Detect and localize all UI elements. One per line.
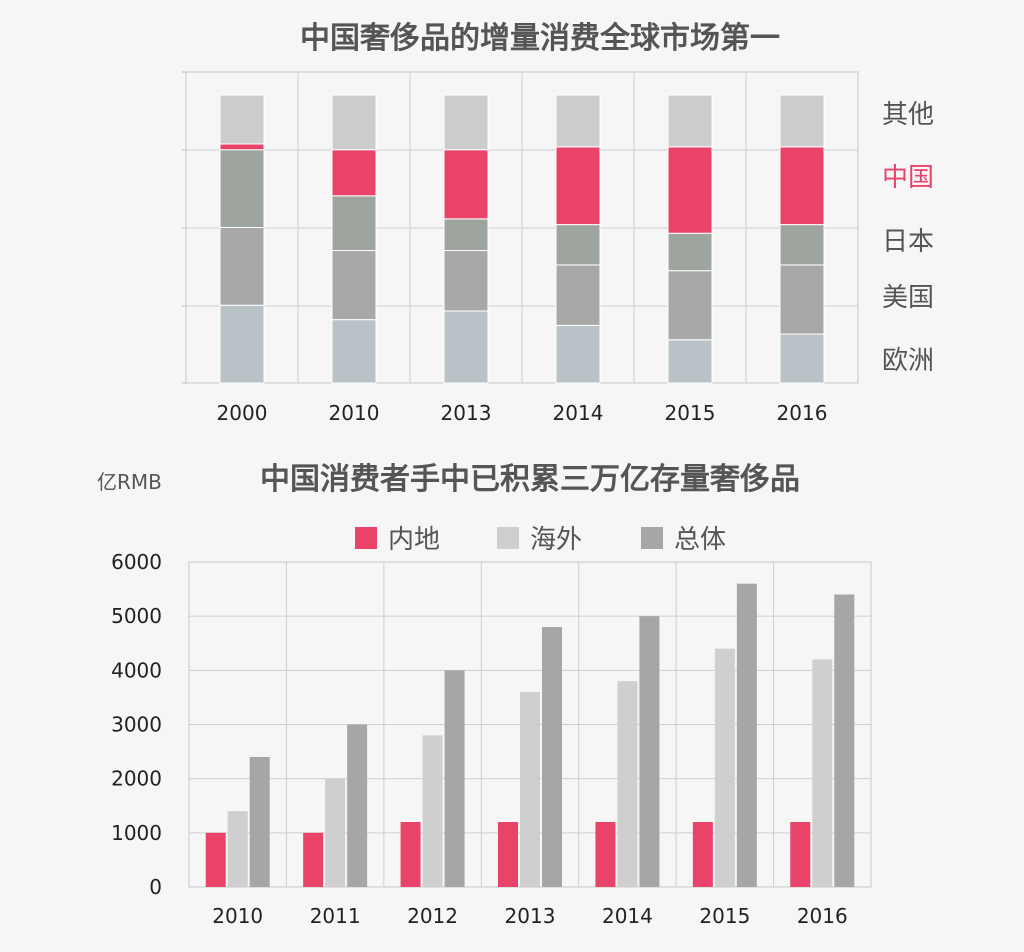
bottom-legend-swatch-总体 xyxy=(641,527,663,549)
bottom-x-tick-label-2015: 2015 xyxy=(699,904,750,928)
top-x-tick-label-2014: 2014 xyxy=(553,401,604,425)
top-bar-2016-欧洲 xyxy=(779,333,825,384)
stacked-bar-chart: 2000 2010 2013 2014 2015 2016 欧洲 美国 日本 中国 其他 xyxy=(182,71,934,425)
bottom-bar-2014-总体 xyxy=(639,616,660,887)
bottom-bar-2011-海外 xyxy=(325,778,346,887)
top-x-tick-label-2000: 2000 xyxy=(217,401,268,425)
grouped-bar-chart: 0 1000 2000 3000 4000 5000 6000 2010 2011 2012 201… xyxy=(111,550,872,928)
bottom-bar-2010-内地 xyxy=(205,832,226,887)
bottom-x-tick-label-2014: 2014 xyxy=(602,904,653,928)
top-bar-2010-中国 xyxy=(331,149,377,197)
top-bar-2013-美国 xyxy=(443,250,489,312)
bottom-bar-2013-海外 xyxy=(520,692,540,887)
top-bar-2015-日本 xyxy=(667,232,713,272)
bottom-bar-2013-内地 xyxy=(498,822,518,887)
bottom-bar-2010-海外 xyxy=(227,811,248,887)
bottom-bar-2016-总体 xyxy=(834,594,855,887)
top-bar-2014-中国 xyxy=(555,146,601,226)
top-bar-2000-美国 xyxy=(219,226,265,306)
bottom-x-tick-label-2016: 2016 xyxy=(797,904,848,928)
bottom-y-tick-label-3000: 3000 xyxy=(111,713,162,737)
bottom-bar-2015-海外 xyxy=(714,648,735,887)
top-bar-2010-欧洲 xyxy=(331,319,377,384)
bottom-x-tick-label-2013: 2013 xyxy=(505,904,556,928)
top-bar-2000-日本 xyxy=(219,149,265,228)
top-bar-2010-其他 xyxy=(331,94,377,151)
top-legend-label-美国: 美国 xyxy=(882,283,934,313)
bottom-legend-label-海外: 海外 xyxy=(530,525,582,555)
top-bar-2000-欧洲 xyxy=(219,304,265,384)
top-chart-title: 中国奢侈品的增量消费全球市场第一 xyxy=(300,21,780,56)
bottom-bar-2015-总体 xyxy=(736,583,757,887)
bottom-bar-2015-内地 xyxy=(692,822,713,887)
bottom-bar-2013-总体 xyxy=(542,627,562,887)
top-bar-2015-其他 xyxy=(667,94,713,148)
bottom-y-tick-label-4000: 4000 xyxy=(111,658,162,682)
top-bar-2014-其他 xyxy=(555,94,601,148)
bottom-legend-swatch-内地 xyxy=(355,527,377,549)
top-bar-2015-美国 xyxy=(667,270,713,341)
bottom-y-tick-label-6000: 6000 xyxy=(111,550,162,574)
top-bar-2016-日本 xyxy=(779,224,825,266)
bottom-legend-label-总体: 总体 xyxy=(674,525,726,555)
top-x-tick-label-2010: 2010 xyxy=(329,401,380,425)
bottom-bar-2014-内地 xyxy=(595,822,616,887)
top-legend-label-日本: 日本 xyxy=(882,227,934,257)
top-x-tick-label-2015: 2015 xyxy=(665,401,716,425)
bottom-bar-2016-内地 xyxy=(790,822,811,887)
bottom-bar-2011-内地 xyxy=(303,832,324,887)
top-bar-2014-欧洲 xyxy=(555,324,601,384)
top-bar-2010-日本 xyxy=(331,195,377,252)
top-bar-2010-美国 xyxy=(331,250,377,321)
bottom-chart-ylabel: 亿RMB xyxy=(97,470,162,494)
bottom-x-tick-label-2011: 2011 xyxy=(310,904,361,928)
bottom-legend-swatch-海外 xyxy=(497,527,519,549)
top-bar-2016-其他 xyxy=(779,94,825,148)
top-bar-2013-中国 xyxy=(443,149,489,220)
top-bar-2000-中国 xyxy=(219,143,265,151)
top-bar-2015-中国 xyxy=(667,146,713,234)
bottom-chart-legend: 内地 海外 总体 xyxy=(355,525,726,555)
top-bar-2014-美国 xyxy=(555,264,601,326)
top-legend-label-中国: 中国 xyxy=(882,163,934,193)
top-bar-2016-中国 xyxy=(779,146,825,226)
bottom-y-tick-label-2000: 2000 xyxy=(111,767,162,791)
top-bar-2013-其他 xyxy=(443,94,489,151)
bottom-bar-2010-总体 xyxy=(249,757,270,887)
bottom-bar-2012-海外 xyxy=(422,735,443,887)
top-legend-label-欧洲: 欧洲 xyxy=(882,346,934,376)
top-legend-label-其他: 其他 xyxy=(882,100,934,130)
bottom-bar-2012-内地 xyxy=(400,822,421,887)
top-bar-2000-其他 xyxy=(219,94,265,145)
bottom-x-tick-label-2010: 2010 xyxy=(212,904,263,928)
bottom-bar-2016-海外 xyxy=(812,659,833,887)
top-bar-2014-日本 xyxy=(555,224,601,266)
bottom-bar-2012-总体 xyxy=(444,670,465,887)
bottom-x-tick-label-2012: 2012 xyxy=(407,904,458,928)
top-bar-2013-日本 xyxy=(443,218,489,252)
bottom-y-tick-label-0: 0 xyxy=(149,875,162,899)
top-x-tick-label-2016: 2016 xyxy=(777,401,828,425)
bottom-y-tick-label-1000: 1000 xyxy=(111,821,162,845)
top-bar-2016-美国 xyxy=(779,264,825,335)
bottom-y-tick-label-5000: 5000 xyxy=(111,604,162,628)
bottom-chart-title: 中国消费者手中已积累三万亿存量奢侈品 xyxy=(260,462,800,497)
top-bar-2013-欧洲 xyxy=(443,310,489,384)
bottom-bar-2014-海外 xyxy=(617,681,638,887)
top-bar-2015-欧洲 xyxy=(667,339,713,384)
top-x-tick-label-2013: 2013 xyxy=(441,401,492,425)
bottom-legend-label-内地: 内地 xyxy=(388,525,440,555)
bottom-bar-2011-总体 xyxy=(347,724,368,887)
